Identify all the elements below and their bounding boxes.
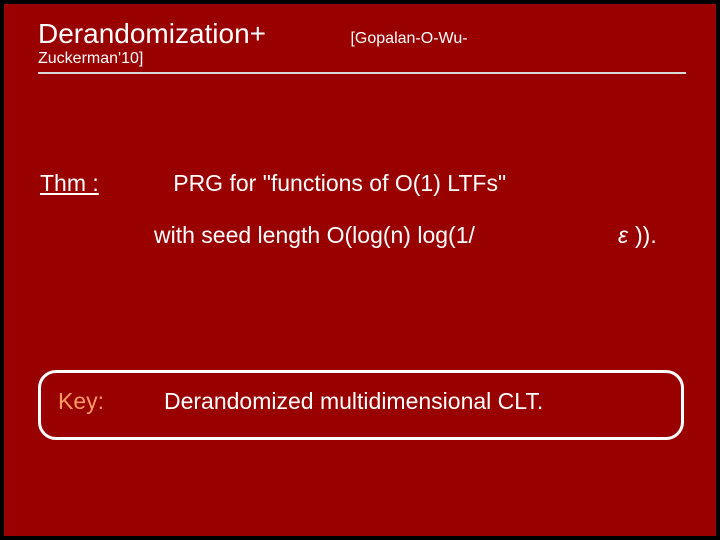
theorem-text-line2: with seed length O(log(n) log(1/ [154, 222, 475, 249]
key-label: Key: [58, 388, 104, 415]
key-text: Derandomized multidimensional CLT. [164, 388, 543, 415]
theorem-tail: )). [635, 222, 657, 249]
theorem-text-line1: PRG for "functions of O(1) LTFs" [173, 170, 506, 197]
title-citation-line2: Zuckerman'10] [38, 50, 686, 68]
theorem-row: Thm : PRG for "functions of O(1) LTFs" [40, 170, 688, 197]
title-block: Derandomization+ [Gopalan-O-Wu- Zuckerma… [38, 18, 686, 74]
theorem-label: Thm : [40, 170, 99, 197]
title-main: Derandomization+ [38, 18, 266, 49]
slide: Derandomization+ [Gopalan-O-Wu- Zuckerma… [4, 4, 716, 536]
theorem-epsilon: ε [618, 222, 628, 249]
title-citation-line1: [Gopalan-O-Wu- [350, 30, 467, 47]
